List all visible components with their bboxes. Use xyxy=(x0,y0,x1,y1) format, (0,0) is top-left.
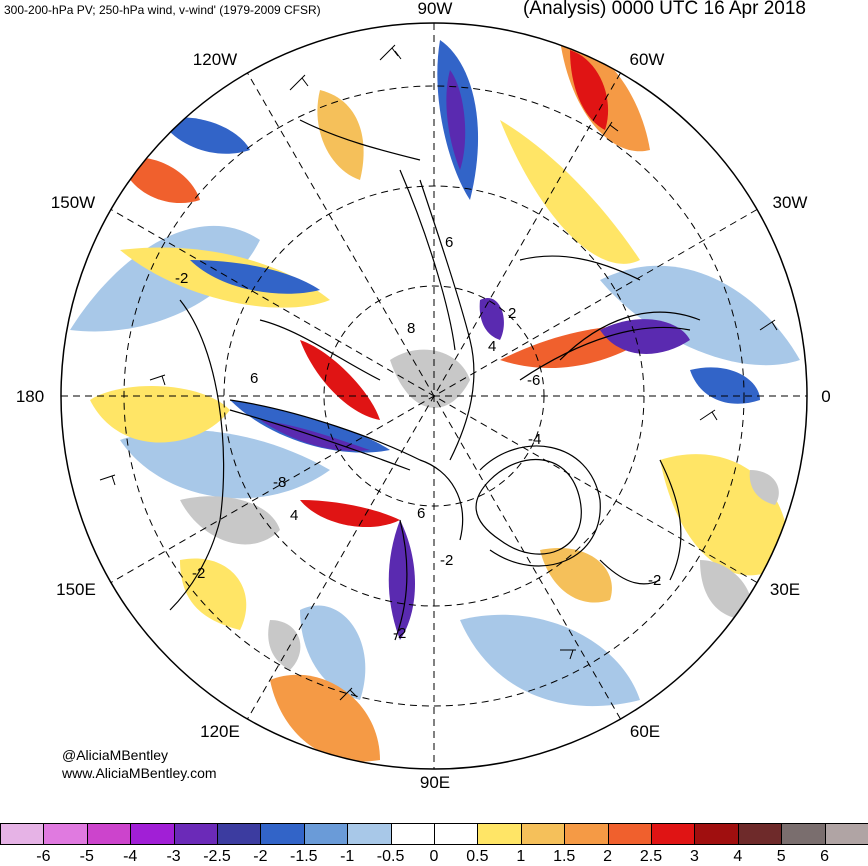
lon-label-0: 0 xyxy=(821,387,831,406)
colorbar-swatch xyxy=(0,823,45,845)
colorbar-tick: 3 xyxy=(689,848,699,865)
lon-label-90w: 90W xyxy=(417,0,453,18)
colorbar-swatch xyxy=(173,823,218,845)
colorbar-swatch xyxy=(824,823,868,845)
contour-label: -8 xyxy=(273,474,286,491)
colorbar-swatch xyxy=(43,823,88,845)
colorbar-swatch xyxy=(217,823,262,845)
colorbar-swatch xyxy=(260,823,305,845)
colorbar-swatch xyxy=(347,823,392,845)
lon-label-120e: 120E xyxy=(200,722,240,741)
lon-label-180: 180 xyxy=(15,387,45,406)
colorbar-swatch xyxy=(477,823,522,845)
height-contours xyxy=(169,119,701,641)
credit-website: www.AliciaMBentley.com xyxy=(62,765,217,781)
colorbar-tick: -0.5 xyxy=(376,848,405,865)
colorbar-swatch xyxy=(694,823,739,845)
colorbar-tick: -6 xyxy=(36,848,51,865)
contour-label: -4 xyxy=(528,431,541,448)
wind-barbs xyxy=(99,44,778,701)
colorbar-swatch xyxy=(130,823,175,845)
colorbar-tick: 4 xyxy=(733,848,743,865)
map-subtitle: 300-200-hPa PV; 250-hPa wind, v-wind' (1… xyxy=(4,3,321,17)
contour-label: -2 xyxy=(393,625,406,642)
colorbar-tick: 2 xyxy=(603,848,613,865)
lon-label-30w: 30W xyxy=(772,193,808,212)
contour-label: -6 xyxy=(527,372,540,389)
lat-lon-grid xyxy=(61,23,807,769)
contour-label-group: 6 8 4 2 6 -2 -8 4 -6 -4 6 -2 -2 -2 -2 xyxy=(175,234,661,642)
colorbar-swatch xyxy=(781,823,826,845)
lon-label-150e: 150E xyxy=(56,580,96,599)
colorbar-swatch xyxy=(737,823,783,845)
colorbar-tick: -1 xyxy=(340,848,355,865)
colorbar-tick: -4 xyxy=(123,848,138,865)
colorbar-swatch xyxy=(607,823,652,845)
colorbar-swatch xyxy=(390,823,435,845)
contour-label: -2 xyxy=(175,270,188,287)
contour-label: 8 xyxy=(407,320,415,337)
colorbar-tick: -2 xyxy=(253,848,268,865)
colorbar-swatch xyxy=(520,823,566,845)
lon-label-30e: 30E xyxy=(769,580,801,599)
colorbar-swatch xyxy=(303,823,349,845)
contour-label: 2 xyxy=(508,305,516,322)
contour-label: 6 xyxy=(445,234,453,251)
colorbar-tick: 6 xyxy=(820,848,830,865)
contour-label: 6 xyxy=(417,505,425,522)
contour-label: 4 xyxy=(290,507,298,524)
colorbar-tick: 0.5 xyxy=(466,848,489,865)
map-title: (Analysis) 0000 UTC 16 Apr 2018 xyxy=(522,0,806,19)
contour-label: 6 xyxy=(250,370,258,387)
colorbar-swatch xyxy=(564,823,609,845)
credit-handle: @AliciaMBentley xyxy=(62,747,169,763)
lon-label-120w: 120W xyxy=(192,50,238,69)
colorbar: -6 -5 -4 -3 -2.5 -2 -1.5 -1 -0.5 0 0.5 1 1.5 2 2.5 3 4 5 6 xyxy=(0,820,868,865)
colorbar-tick: 0 xyxy=(429,848,439,865)
lon-label-150w: 150W xyxy=(50,193,96,212)
colorbar-tick: 1.5 xyxy=(553,848,576,865)
colorbar-tick: -2.5 xyxy=(203,848,231,865)
contour-label: -2 xyxy=(440,552,453,569)
lon-label-60e: 60E xyxy=(629,722,661,741)
lon-label-60w: 60W xyxy=(629,50,665,69)
colorbar-tick: -1.5 xyxy=(290,848,318,865)
lon-label-90e: 90E xyxy=(419,773,451,792)
colorbar-tick: -3 xyxy=(166,848,181,865)
colorbar-tick: 5 xyxy=(776,848,786,865)
colorbar-swatch xyxy=(434,823,479,845)
colorbar-swatch xyxy=(651,823,696,845)
colorbar-tick: -5 xyxy=(79,848,94,865)
map-boundary xyxy=(60,22,808,770)
contour-label: 4 xyxy=(488,338,496,355)
colorbar-tick: 1 xyxy=(516,848,526,865)
colorbar-swatch xyxy=(86,823,132,845)
contour-label: -2 xyxy=(192,565,205,582)
contour-label: -2 xyxy=(648,572,661,589)
colorbar-tick: 2.5 xyxy=(639,848,663,865)
